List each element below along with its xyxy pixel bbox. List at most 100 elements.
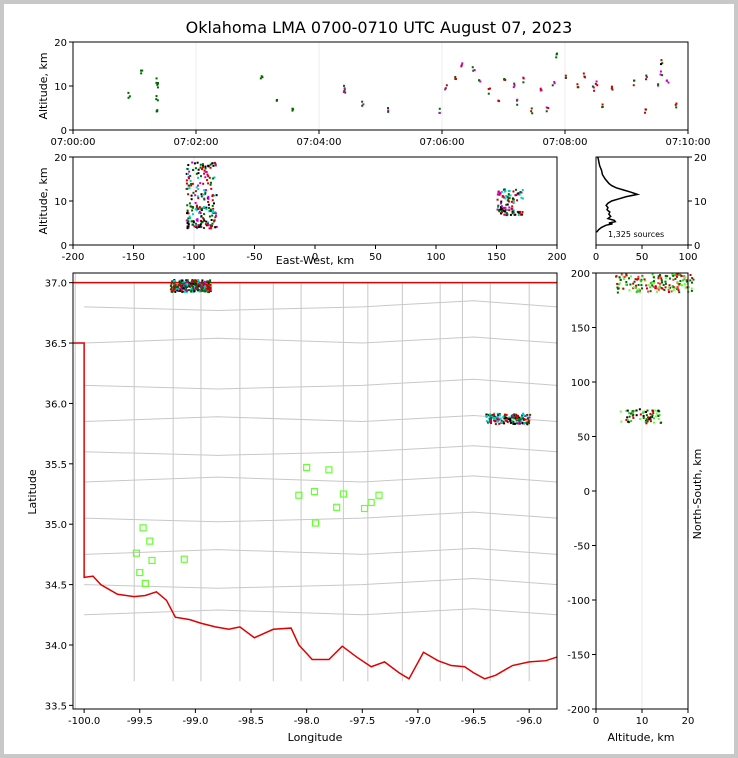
x-tick-label: 10 [636,716,649,727]
ew-source [498,193,501,196]
ew-source [186,227,189,230]
ew-source [204,191,207,194]
ns-source [639,413,642,416]
time-height-source [659,73,662,76]
ew-source [506,208,509,211]
time-height-source [444,88,447,91]
ns-source [657,414,660,417]
time-height-source [660,59,663,62]
y-tick-label: 34.0 [45,641,67,652]
time-height-source [522,81,525,84]
ew-source [496,193,499,196]
plan-source [488,419,491,422]
time-height-source [488,87,491,90]
ns-source [668,284,671,287]
ew-source [190,184,193,187]
time-height-source [478,79,481,82]
ew-source [188,187,191,190]
plan-source [496,417,499,420]
ns-source [629,283,632,286]
plan-source [521,416,524,419]
time-height-source [595,80,598,83]
ns-source [652,410,655,413]
ew-source [206,179,209,182]
ew-source [519,213,522,216]
ew-source [197,168,200,171]
ew-source [186,173,189,176]
plan-source [180,281,183,284]
plan-source [512,422,515,425]
plan-source [195,286,198,289]
plan-source [510,414,513,417]
time-height-source [667,81,670,84]
plan-source [523,414,526,417]
plan-source [495,417,498,420]
ns-source [648,416,651,419]
plan-source [513,416,516,419]
time-height-source [582,72,585,75]
ew-source [196,224,199,227]
ew-source [202,166,205,169]
plan-source [523,421,526,424]
ew-source [214,164,217,167]
time-height-source [387,109,390,112]
plan-source [514,417,517,420]
time-height-source [539,89,542,92]
ns-source [645,414,648,417]
plan-source [170,286,173,289]
ew-source [521,197,524,200]
time-height-source [596,84,599,87]
y-tick-label: 20 [54,38,67,49]
ns-source [637,288,640,291]
ns-source [654,409,657,412]
ew-source [200,226,203,229]
ew-source [199,223,202,226]
ns-source [659,275,662,278]
plan-source [179,289,182,292]
plan-source [525,421,528,424]
time-height-source [545,106,548,109]
ew-source [205,206,208,209]
ew-source [204,223,207,226]
plan-source [183,282,186,285]
ns-source [617,287,620,290]
ns-source [623,278,626,281]
plan-source [205,283,208,286]
ew-source [197,188,200,191]
county-line [84,608,558,616]
x-tick-label: 50 [369,252,382,263]
ew-source [194,167,197,170]
figure-title: Oklahoma LMA 0700-0710 UTC August 07, 20… [186,18,573,37]
county-line [84,445,558,456]
y-tick-label: -150 [567,651,590,662]
ew-source [198,210,201,213]
ew-source [200,222,203,225]
ew-source [200,216,203,219]
x-tick-label: 07:04:00 [297,137,342,148]
ns-source [651,284,654,287]
time-height-source [259,77,262,80]
time-height-source [140,72,143,75]
plan-source [197,285,200,288]
ns-source [625,274,628,277]
ns-source [653,282,656,285]
ns-source [627,420,630,423]
ew-source [192,191,195,194]
ew-source [512,190,515,193]
plan-source [182,284,185,287]
ns-source [690,287,693,290]
ew-source [507,200,510,203]
plan-source [507,418,510,421]
ew-source [508,189,511,192]
plan-source [207,291,210,294]
ew-source [518,193,521,196]
county-line [84,415,558,423]
y-tick-label: 150 [571,324,590,335]
ns-source [651,414,654,417]
time-height-source [472,69,475,72]
x-tick-label: 07:02:00 [174,137,219,148]
ns-source [672,278,675,281]
plan-source [192,285,195,288]
ew-source [512,200,515,203]
ew-source [516,199,519,202]
